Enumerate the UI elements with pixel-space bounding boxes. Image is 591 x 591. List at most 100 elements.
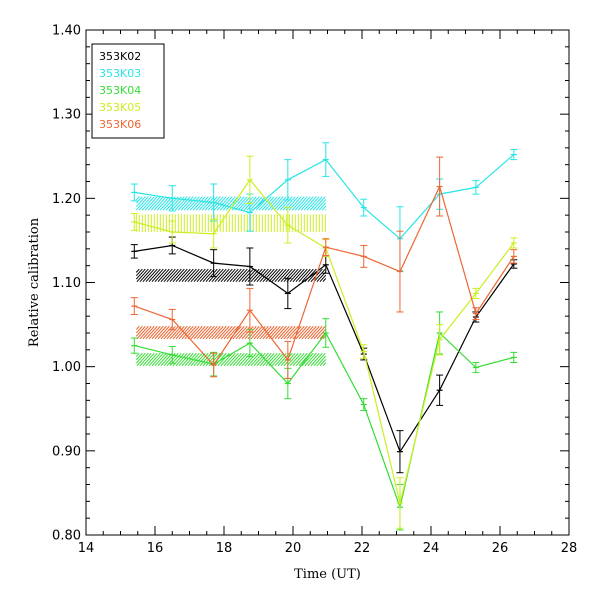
band-hatch <box>205 268 218 282</box>
band-hatch <box>142 268 155 282</box>
band-hatch <box>157 268 170 282</box>
band-hatch <box>142 352 155 367</box>
band-hatch <box>148 352 161 367</box>
band-hatch <box>189 196 203 211</box>
band-hatch <box>292 268 305 282</box>
band-hatch <box>234 196 248 211</box>
band-353K02 <box>135 268 327 282</box>
x-tick-label: 18 <box>216 541 233 556</box>
band-hatch <box>196 268 209 282</box>
band-hatch <box>178 268 191 282</box>
y-tick-label: 0.80 <box>52 529 81 544</box>
band-hatch <box>292 352 305 367</box>
band-hatch <box>238 268 251 282</box>
legend-entry-353K04: 353K04 <box>99 84 141 97</box>
band-hatch <box>249 196 263 211</box>
band-hatch <box>139 268 152 282</box>
band-hatch <box>202 268 215 282</box>
series-353K05 <box>130 155 518 529</box>
band-hatch <box>259 268 272 282</box>
band-hatch <box>267 196 281 211</box>
band-hatch <box>235 268 248 282</box>
band-hatch <box>135 196 140 201</box>
band-hatch <box>250 268 263 282</box>
band-hatch <box>256 352 269 367</box>
band-hatch <box>271 325 284 340</box>
band-hatch <box>148 325 161 340</box>
y-tick-label: 1.30 <box>52 108 81 123</box>
band-hatch <box>199 325 212 340</box>
band-hatch <box>136 352 149 367</box>
band-hatch <box>216 196 230 211</box>
x-tick-label: 28 <box>561 541 578 556</box>
band-hatch <box>175 268 188 282</box>
band-hatch <box>253 352 266 367</box>
band-hatch <box>241 352 254 367</box>
band-hatch <box>286 325 299 340</box>
band-hatch <box>289 325 302 340</box>
legend-entry-353K05: 353K05 <box>99 101 141 114</box>
band-hatch <box>195 196 209 211</box>
band-hatch <box>232 268 245 282</box>
band-hatch <box>310 352 323 367</box>
band-hatch <box>268 268 281 282</box>
band-hatch <box>259 325 272 340</box>
band-hatch <box>208 268 221 282</box>
band-hatch <box>223 352 236 367</box>
band-hatch <box>295 352 308 367</box>
y-tick-label: 0.90 <box>52 444 81 459</box>
band-hatch <box>286 268 299 282</box>
band-hatch <box>304 352 317 367</box>
band-hatch <box>253 268 266 282</box>
band-hatch <box>190 352 203 367</box>
band-hatch <box>139 352 152 367</box>
band-hatch <box>304 325 317 340</box>
series-line <box>134 154 515 240</box>
band-hatch <box>223 325 236 340</box>
band-hatch <box>192 196 206 211</box>
band-hatch <box>205 352 218 367</box>
y-tick-label: 1.20 <box>52 192 81 207</box>
band-hatch <box>135 325 143 334</box>
band-hatch <box>271 268 284 282</box>
band-hatch <box>232 325 245 340</box>
band-hatch <box>205 325 218 340</box>
band-hatch <box>172 325 185 340</box>
band-hatch <box>154 268 167 282</box>
band-hatch <box>142 325 155 340</box>
band-hatch <box>244 352 257 367</box>
band-hatch <box>147 196 161 211</box>
band-hatch <box>295 325 308 340</box>
band-hatch <box>277 268 290 282</box>
band-hatch <box>319 274 327 282</box>
band-hatch <box>211 268 224 282</box>
band-hatch <box>135 325 140 330</box>
band-hatch <box>265 325 278 340</box>
band-hatch <box>217 325 230 340</box>
band-hatch <box>214 268 227 282</box>
axes: 14 16 18 20 22 24 26 28 0.80 0.90 1.00 1.10 1.20 1.30… <box>52 24 577 557</box>
band-hatch <box>262 325 275 340</box>
band-hatch <box>136 325 149 340</box>
legend-entry-353K06: 353K06 <box>99 118 141 131</box>
band-hatch <box>316 328 327 340</box>
band-hatch <box>217 352 230 367</box>
band-hatch <box>163 268 176 282</box>
band-hatch <box>157 325 170 340</box>
band-hatch <box>226 268 239 282</box>
band-hatch <box>190 268 203 282</box>
band-hatch <box>135 352 140 357</box>
band-hatch <box>217 268 230 282</box>
band-hatch <box>141 196 155 211</box>
band-hatch <box>313 325 326 340</box>
band-hatch <box>226 325 239 340</box>
y-tick-label: 1.40 <box>52 24 81 39</box>
x-tick-label: 24 <box>423 541 440 556</box>
band-hatch <box>274 268 287 282</box>
legend-box <box>91 43 165 139</box>
band-hatch <box>313 352 326 367</box>
band-hatch <box>322 362 327 367</box>
band-hatch <box>277 325 290 340</box>
band-hatch <box>172 268 185 282</box>
band-hatch <box>181 352 194 367</box>
